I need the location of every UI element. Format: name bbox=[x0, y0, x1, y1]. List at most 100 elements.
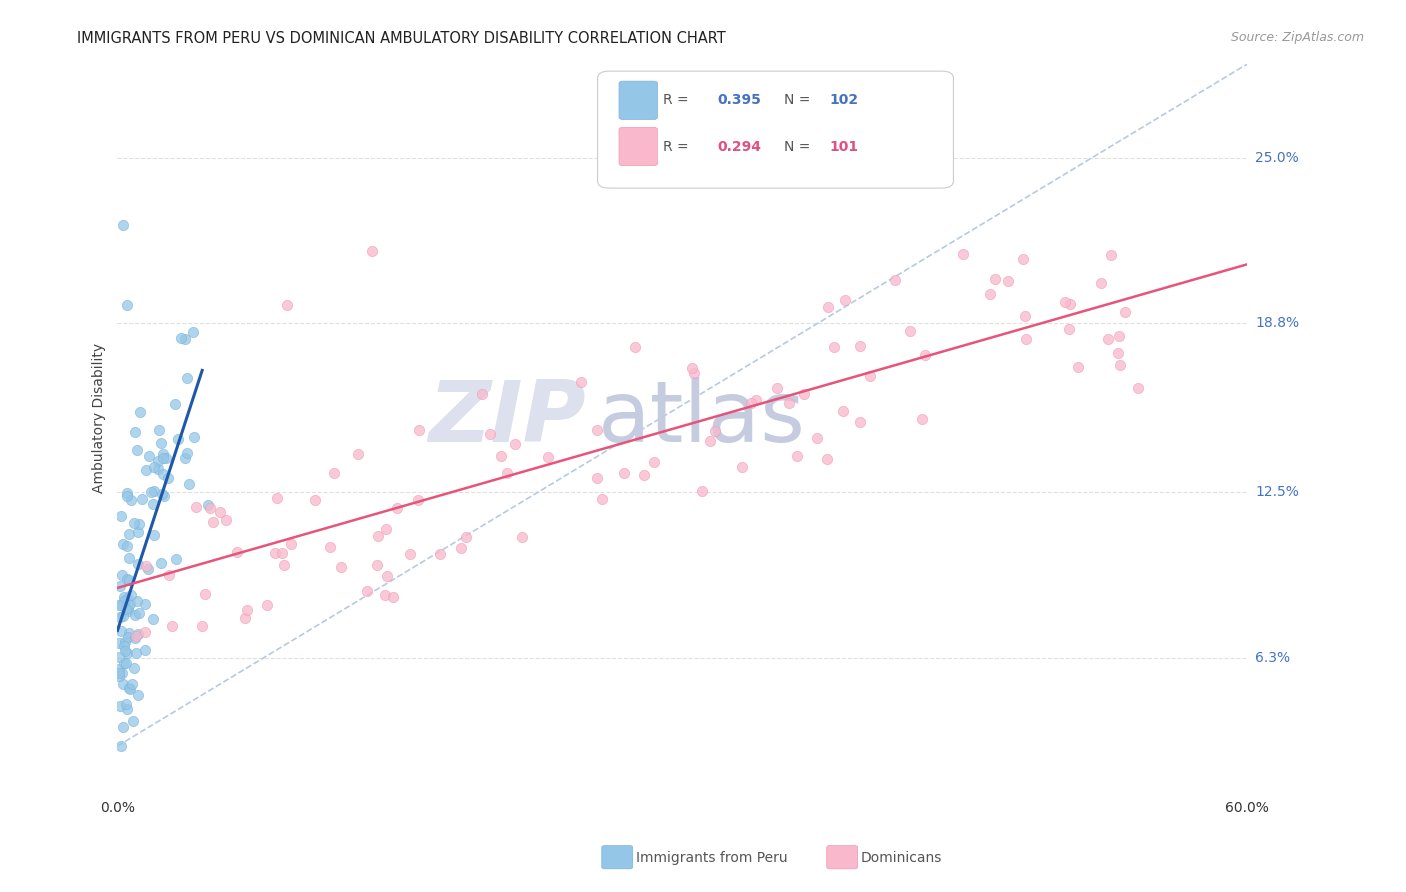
Point bbox=[1108, 329, 1130, 343]
Point bbox=[200, 501, 222, 516]
Text: 102: 102 bbox=[830, 94, 858, 107]
Point bbox=[115, 702, 138, 716]
Point bbox=[117, 630, 139, 644]
Point bbox=[385, 500, 408, 515]
Point bbox=[108, 636, 131, 650]
Point bbox=[823, 340, 845, 354]
Point bbox=[170, 331, 193, 345]
Point bbox=[1090, 276, 1112, 290]
Point bbox=[110, 739, 132, 753]
Text: 18.8%: 18.8% bbox=[1256, 317, 1299, 330]
Point bbox=[108, 649, 131, 664]
Point bbox=[124, 425, 146, 440]
Point bbox=[817, 452, 839, 467]
Point bbox=[124, 608, 146, 623]
Point bbox=[202, 516, 225, 530]
Point bbox=[114, 656, 136, 670]
Point bbox=[134, 597, 156, 611]
Point bbox=[114, 657, 136, 671]
Point bbox=[183, 429, 205, 443]
Point bbox=[166, 551, 188, 566]
Point bbox=[177, 477, 200, 491]
Point bbox=[129, 405, 152, 419]
Point bbox=[117, 604, 139, 618]
Point bbox=[181, 326, 204, 340]
Point bbox=[215, 513, 238, 527]
Point bbox=[366, 558, 388, 572]
Point bbox=[270, 546, 292, 560]
Point bbox=[643, 455, 665, 469]
Point bbox=[1099, 247, 1122, 261]
Point bbox=[108, 662, 131, 676]
Point bbox=[690, 484, 713, 499]
Point bbox=[114, 644, 136, 658]
Point bbox=[115, 486, 138, 500]
Text: R =: R = bbox=[664, 94, 693, 107]
Point bbox=[111, 720, 134, 734]
Point bbox=[136, 562, 159, 576]
Point bbox=[330, 560, 353, 574]
Point bbox=[408, 424, 430, 438]
Point bbox=[952, 246, 974, 260]
Point bbox=[152, 446, 174, 460]
Point bbox=[115, 573, 138, 587]
Point bbox=[118, 550, 141, 565]
Point bbox=[153, 489, 176, 503]
Point bbox=[266, 491, 288, 505]
Point bbox=[131, 492, 153, 507]
Point bbox=[1015, 332, 1038, 346]
Point bbox=[110, 624, 132, 638]
Point bbox=[197, 499, 219, 513]
Point bbox=[138, 450, 160, 464]
Point bbox=[124, 631, 146, 645]
Point bbox=[111, 537, 134, 551]
Point bbox=[112, 218, 135, 232]
Point bbox=[111, 665, 134, 680]
Point bbox=[160, 618, 183, 632]
Point bbox=[450, 541, 472, 556]
Point bbox=[979, 286, 1001, 301]
Point bbox=[166, 432, 188, 446]
Point bbox=[152, 450, 174, 465]
Point bbox=[127, 557, 149, 571]
Point bbox=[114, 634, 136, 648]
Point bbox=[150, 435, 173, 450]
Point bbox=[111, 677, 134, 691]
Point bbox=[117, 527, 139, 541]
Point bbox=[778, 395, 800, 409]
Text: Source: ZipAtlas.com: Source: ZipAtlas.com bbox=[1230, 31, 1364, 45]
Point bbox=[110, 508, 132, 523]
Point bbox=[117, 681, 139, 695]
Point bbox=[1059, 297, 1081, 311]
Point bbox=[146, 454, 169, 468]
Point bbox=[148, 424, 170, 438]
Point bbox=[111, 567, 134, 582]
Point bbox=[110, 599, 132, 613]
Point bbox=[125, 629, 148, 643]
Point bbox=[128, 607, 150, 621]
Point bbox=[806, 430, 828, 444]
Point bbox=[264, 546, 287, 560]
Text: ZIP: ZIP bbox=[429, 377, 586, 460]
Text: 0.0%: 0.0% bbox=[100, 800, 135, 814]
Point bbox=[117, 601, 139, 615]
Point bbox=[682, 366, 704, 380]
Point bbox=[849, 339, 872, 353]
Text: N =: N = bbox=[785, 94, 814, 107]
Point bbox=[304, 493, 326, 508]
Point bbox=[108, 579, 131, 593]
Point bbox=[108, 669, 131, 683]
Point bbox=[591, 492, 613, 507]
Point bbox=[115, 298, 138, 312]
Point bbox=[849, 415, 872, 429]
Point bbox=[225, 545, 247, 559]
Point bbox=[156, 471, 179, 485]
Text: R =: R = bbox=[664, 139, 693, 153]
Point bbox=[125, 646, 148, 660]
Point bbox=[112, 639, 135, 653]
Point bbox=[115, 489, 138, 503]
Point bbox=[1107, 345, 1129, 359]
Point bbox=[537, 450, 560, 464]
Point bbox=[1012, 252, 1035, 267]
Point bbox=[157, 568, 180, 582]
